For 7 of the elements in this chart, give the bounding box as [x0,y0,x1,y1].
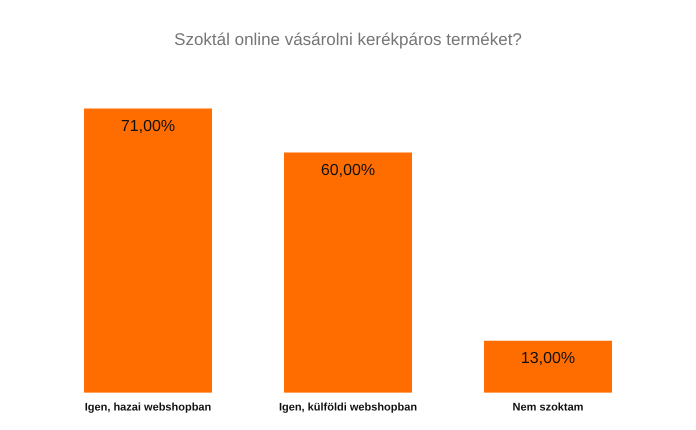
data-label: 71,00% [120,118,176,135]
x-tick-label: Nem szoktam [512,401,584,414]
x-tick-label: Igen, hazai webshopban [84,401,212,414]
chart-title: Szoktál online vásárolni kerékpáros terméket? [174,30,522,49]
data-label: 60,00% [320,162,376,179]
data-label: 13,00% [520,350,576,368]
x-tick-label: Igen, külföldi webshopban [278,401,418,414]
